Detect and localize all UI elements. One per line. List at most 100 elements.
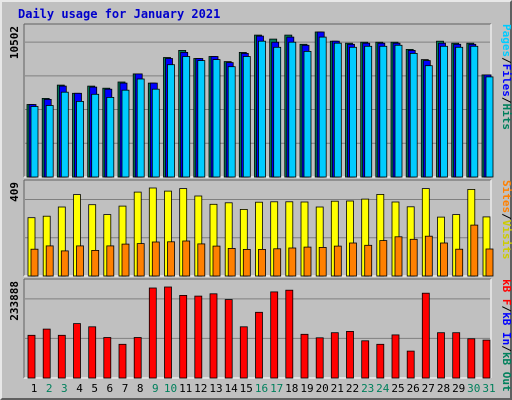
bar-pages-day-22 (349, 46, 357, 178)
bar-pages-day-8 (136, 78, 145, 178)
bar-kb-f-day-24 (376, 343, 385, 379)
bar-kb-f-day-16 (255, 311, 263, 379)
panel-2-max-label: 409 (8, 182, 21, 202)
day-label-6: 6 (106, 382, 113, 395)
bar-pages-day-23 (364, 45, 373, 178)
bar-pages-day-15 (242, 56, 251, 178)
bar-sites-day-25 (394, 236, 403, 277)
day-label-13: 13 (209, 382, 222, 395)
bar-pages-day-2 (45, 105, 54, 178)
bar-sites-day-27 (424, 235, 433, 277)
bar-sites-day-7 (121, 243, 130, 277)
series-label-sites: Sites (500, 180, 512, 213)
bar-sites-day-1 (30, 248, 39, 277)
bar-pages-day-10 (167, 64, 175, 178)
day-label-12: 12 (194, 382, 207, 395)
bar-sites-day-26 (409, 238, 418, 277)
day-label-14: 14 (225, 382, 239, 395)
series-label-kbout: kB Out (500, 352, 512, 392)
panel-3-max-label: 233888 (8, 281, 21, 321)
bar-pages-day-27 (424, 65, 433, 178)
bar-sites-day-5 (91, 249, 100, 277)
bar-pages-day-11 (182, 56, 191, 178)
day-label-25: 25 (391, 382, 404, 395)
bar-pages-day-1 (30, 106, 39, 178)
bar-pages-day-29 (455, 46, 464, 178)
day-label-29: 29 (452, 382, 465, 395)
bar-kb-f-day-8 (133, 337, 142, 379)
day-label-20: 20 (316, 382, 329, 395)
series-label-pages: Pages (500, 24, 512, 57)
day-label-5: 5 (91, 382, 98, 395)
bar-kb-f-day-26 (406, 350, 415, 379)
bar-pages-day-19 (303, 51, 312, 178)
day-label-21: 21 (331, 382, 344, 395)
bar-pages-day-17 (273, 46, 282, 178)
bar-kb-f-day-20 (315, 337, 324, 379)
bar-sites-day-3 (60, 250, 69, 277)
day-label-27: 27 (422, 382, 435, 395)
bar-sites-day-31 (485, 248, 494, 277)
bar-pages-day-9 (151, 88, 160, 178)
bar-kb-f-day-11 (179, 294, 188, 379)
bar-pages-day-25 (394, 44, 403, 178)
day-label-19: 19 (300, 382, 313, 395)
bar-sites-day-21 (333, 245, 342, 277)
series-label-: / (500, 213, 512, 220)
series-label-: / (500, 345, 512, 352)
day-label-4: 4 (76, 382, 83, 395)
bar-kb-f-day-25 (391, 334, 400, 379)
bar-pages-day-5 (91, 93, 100, 178)
day-label-3: 3 (61, 382, 68, 395)
series-label-visits: Visits (500, 220, 512, 260)
bar-sites-day-11 (182, 240, 191, 277)
bar-kb-f-day-4 (73, 323, 81, 379)
bar-sites-day-2 (45, 245, 54, 277)
bar-sites-day-9 (151, 241, 160, 277)
bar-kb-f-day-10 (164, 286, 172, 379)
bar-kb-f-day-29 (452, 332, 461, 379)
day-label-17: 17 (270, 382, 283, 395)
day-label-26: 26 (407, 382, 420, 395)
bar-pages-day-20 (318, 36, 327, 178)
bar-pages-day-12 (197, 60, 206, 178)
bar-sites-day-22 (349, 242, 357, 277)
day-label-23: 23 (361, 382, 374, 395)
bar-kb-f-day-27 (421, 292, 430, 379)
bar-pages-day-28 (440, 45, 448, 178)
day-label-11: 11 (179, 382, 192, 395)
bar-kb-f-day-3 (57, 334, 66, 379)
day-label-7: 7 (122, 382, 129, 395)
chart-title: Daily usage for January 2021 (18, 7, 221, 21)
bar-kb-f-day-18 (285, 289, 294, 379)
bar-kb-f-day-23 (361, 340, 370, 379)
day-label-9: 9 (152, 382, 159, 395)
bar-pages-day-16 (258, 40, 266, 178)
series-label-kbin: kB In (500, 312, 512, 345)
bar-pages-day-4 (76, 101, 84, 178)
bar-sites-day-19 (303, 246, 312, 277)
bar-kb-f-day-22 (346, 330, 354, 379)
day-label-1: 1 (31, 382, 38, 395)
bar-pages-day-14 (227, 66, 236, 178)
day-label-28: 28 (437, 382, 450, 395)
bar-kb-f-day-14 (224, 299, 233, 379)
bar-kb-f-day-19 (300, 333, 309, 379)
bar-sites-day-29 (455, 248, 464, 277)
bar-kb-f-day-30 (467, 338, 476, 379)
bar-pages-day-13 (212, 59, 221, 178)
bar-sites-day-14 (227, 247, 236, 277)
bar-sites-day-23 (364, 244, 373, 277)
bar-kb-f-day-28 (437, 332, 445, 379)
bar-kb-f-day-9 (148, 287, 157, 379)
bar-kb-f-day-2 (42, 328, 51, 379)
bar-sites-day-8 (136, 243, 145, 277)
bar-sites-day-30 (470, 224, 479, 277)
bar-sites-day-18 (288, 247, 297, 277)
day-label-16: 16 (255, 382, 268, 395)
series-label-: / (500, 97, 512, 104)
day-label-2: 2 (46, 382, 53, 395)
bar-pages-day-6 (106, 97, 115, 178)
panel-2-series-label: Sites/Visits (500, 180, 512, 260)
